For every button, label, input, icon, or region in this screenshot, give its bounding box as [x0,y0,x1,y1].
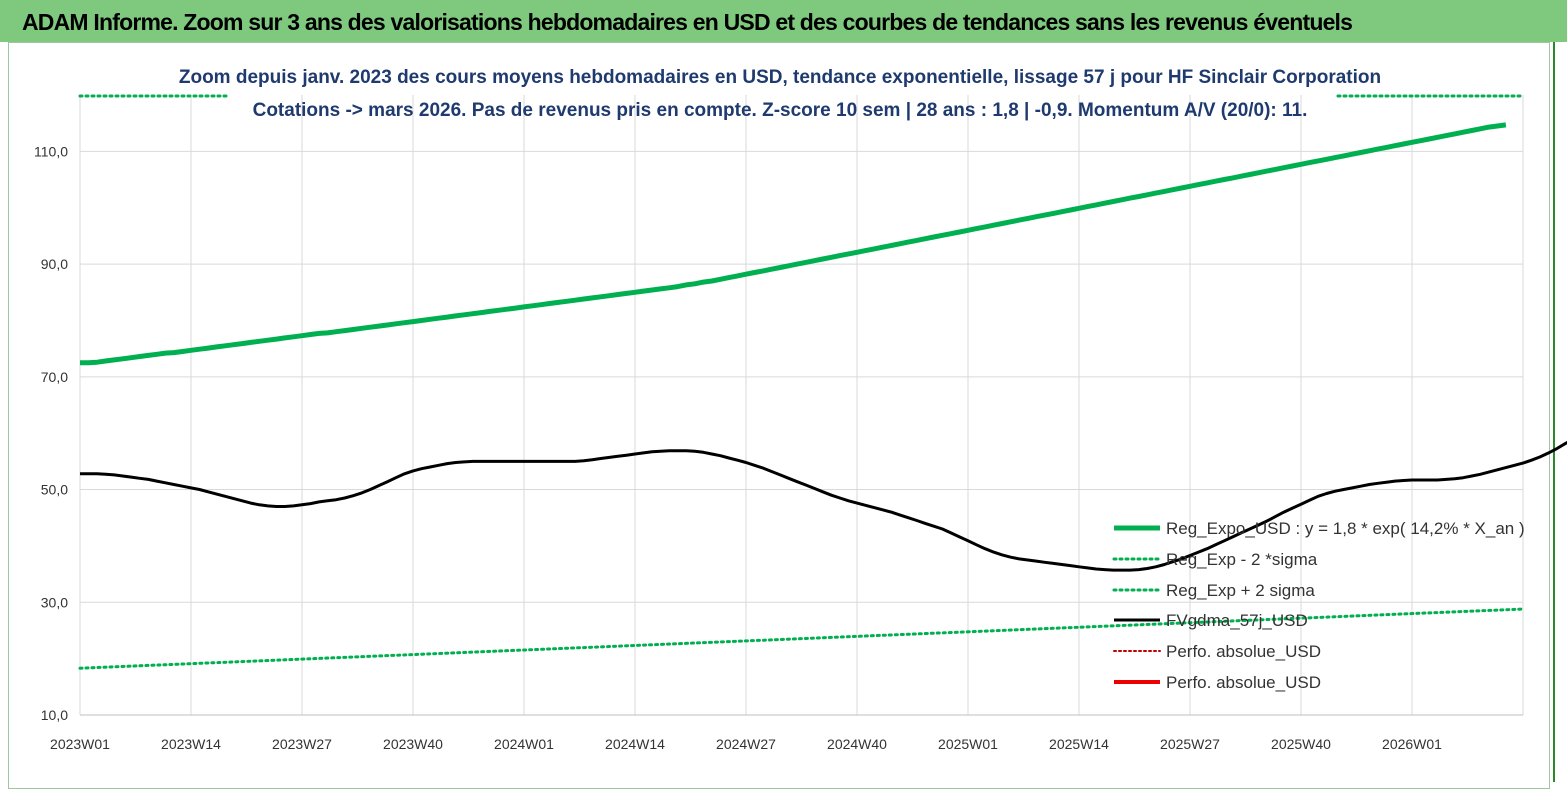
y-tick-label: 90,0 [41,256,68,272]
series-group [78,94,1567,670]
y-tick-label: 10,0 [41,707,68,723]
x-tick-label: 2025W14 [1049,736,1109,752]
chart-subtitle-line2: Cotations -> mars 2026. Pas de revenus p… [253,100,1308,121]
x-tick-label: 2023W14 [161,736,221,752]
x-tick-label: 2023W40 [383,736,443,752]
legend-perfo-absolue-label: Perfo. absolue_USD [1166,642,1321,661]
series-reg-exp-minus-2sigma [78,607,1525,670]
x-tick-label: 2024W27 [716,736,776,752]
legend-fvgdma-label: FVgdma_57j_USD [1166,611,1308,630]
x-tick-label: 2024W14 [605,736,665,752]
x-tick-label: 2024W01 [494,736,554,752]
x-tick-label: 2025W40 [1271,736,1331,752]
series-fvgdma [80,440,1567,572]
x-tick-label: 2025W27 [1160,736,1220,752]
axes: 10,0 30,0 50,0 70,0 90,0 110,0 2023W01 2023W14 2… [34,143,1523,752]
series-reg-expo [80,122,1507,366]
legend-fvadam-label: Perfo. absolue_USD [1166,673,1321,692]
legend-reg-exp-plus-label: Reg_Exp + 2 sigma [1166,581,1315,600]
y-tick-label: 110,0 [34,143,68,159]
x-tick-label: 2023W01 [50,736,110,752]
right-rule [1553,42,1555,782]
legend-reg-expo-label: Reg_Expo_USD : y = 1,8 * exp( 14,2% * X_… [1166,519,1525,538]
y-tick-label: 70,0 [41,369,68,385]
y-tick-label: 50,0 [41,482,68,498]
y-tick-label: 30,0 [41,594,68,610]
plot-frame [8,42,1550,789]
grid [79,95,1524,716]
x-tick-label: 2024W40 [827,736,887,752]
legend: Reg_Expo_USD : y = 1,8 * exp( 14,2% * X_… [1112,519,1525,692]
x-tick-label: 2023W27 [272,736,332,752]
legend-reg-exp-minus-label: Reg_Exp - 2 *sigma [1166,550,1318,569]
x-tick-label: 2025W01 [938,736,998,752]
x-tick-label: 2026W01 [1382,736,1442,752]
banner-title: ADAM Informe. Zoom sur 3 ans des valoris… [22,9,1353,35]
chart-subtitle-line1: Zoom depuis janv. 2023 des cours moyens … [179,67,1381,88]
title-banner: ADAM Informe. Zoom sur 3 ans des valoris… [0,0,1567,42]
